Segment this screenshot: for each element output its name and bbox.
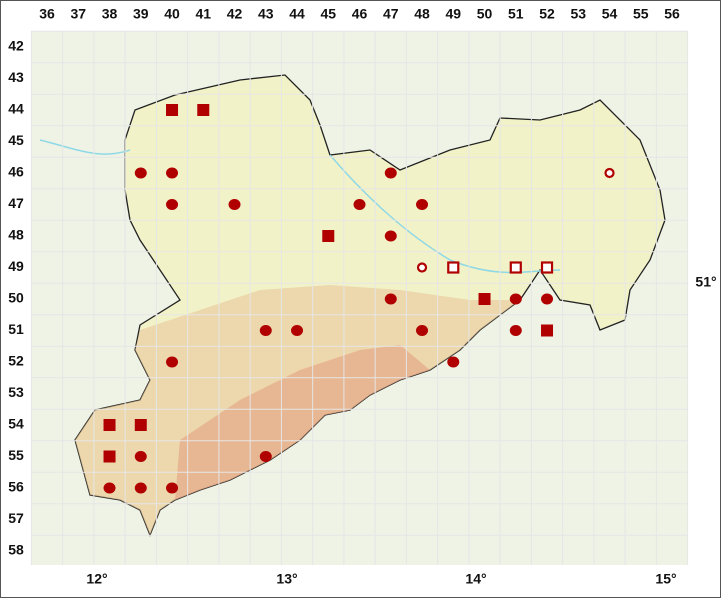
marker-circle: [134, 482, 147, 494]
column-label: 42: [227, 6, 243, 22]
marker-circle: [509, 293, 522, 305]
markers: [103, 104, 615, 494]
marker-open-square: [509, 261, 522, 274]
column-label: 45: [320, 6, 336, 22]
row-label: 46: [8, 164, 24, 180]
column-label: 55: [633, 6, 649, 22]
column-label: 49: [445, 6, 461, 22]
longitude-label: 14°: [465, 571, 486, 587]
column-label: 41: [195, 6, 211, 22]
marker-square: [478, 293, 491, 305]
column-label: 52: [539, 6, 555, 22]
column-label: 43: [258, 6, 274, 22]
longitude-label: 12°: [86, 571, 107, 587]
row-label: 52: [8, 353, 24, 369]
row-label: 45: [8, 132, 24, 148]
marker-square: [322, 230, 335, 242]
column-label: 48: [414, 6, 430, 22]
row-label: 42: [8, 38, 24, 54]
marker-square: [166, 104, 179, 116]
row-label: 44: [8, 101, 24, 117]
column-label: 47: [383, 6, 399, 22]
river: [39, 139, 561, 274]
row-label: 48: [8, 227, 24, 243]
row-label: 56: [8, 479, 24, 495]
column-label: 51: [508, 6, 524, 22]
column-label: 50: [477, 6, 493, 22]
marker-circle: [447, 356, 460, 368]
mountains: [175, 345, 430, 500]
column-label: 40: [164, 6, 180, 22]
marker-circle: [166, 199, 179, 210]
marker-circle: [259, 325, 272, 336]
marker-open-square: [540, 261, 554, 274]
marker-circle: [384, 230, 397, 242]
row-label: 49: [8, 258, 24, 274]
labels: 36 37 38 39 40 41 42 43 44 45 46 47 48 49 50 51 52 53 54 55…: [8, 6, 716, 587]
column-label: 39: [133, 6, 149, 22]
longitude-label: 15°: [655, 571, 676, 587]
marker-circle: [541, 293, 554, 305]
column-label: 56: [664, 6, 680, 22]
marker-circle: [291, 325, 304, 336]
marker-open-circle: [604, 167, 615, 179]
marker-circle: [166, 482, 179, 494]
column-label: 44: [289, 6, 305, 22]
marker-circle: [166, 167, 179, 179]
marker-circle: [416, 325, 429, 336]
row-label: 51: [8, 321, 24, 337]
row-label: 47: [8, 195, 24, 211]
longitude-label: 13°: [276, 571, 297, 587]
row-label: 50: [8, 290, 24, 306]
row-label: 57: [8, 510, 24, 526]
latitude-label: 51°: [695, 274, 716, 290]
marker-square: [103, 419, 116, 431]
marker-circle: [103, 482, 116, 494]
marker-square: [541, 324, 554, 337]
marker-circle: [259, 451, 272, 462]
column-label: 54: [602, 6, 618, 22]
marker-circle: [166, 356, 179, 368]
column-label: 38: [102, 6, 118, 22]
marker-open-circle: [416, 262, 428, 273]
marker-circle: [353, 199, 366, 210]
marker-square: [134, 419, 147, 431]
row-label: 58: [8, 542, 24, 558]
marker-square: [197, 104, 210, 116]
marker-circle: [134, 167, 147, 179]
column-label: 53: [570, 6, 586, 22]
marker-circle: [228, 199, 241, 210]
row-label: 54: [8, 416, 24, 432]
column-label: 36: [39, 6, 55, 22]
row-label: 55: [8, 447, 24, 463]
column-label: 37: [70, 6, 86, 22]
marker-circle: [384, 293, 397, 305]
marker-circle: [509, 325, 522, 336]
marker-square: [103, 450, 116, 463]
grid: [30, 30, 689, 565]
row-label: 43: [8, 69, 24, 85]
marker-circle: [384, 167, 397, 179]
marker-circle: [134, 451, 147, 462]
column-label: 46: [352, 6, 368, 22]
marker-open-square: [447, 261, 460, 274]
row-label: 53: [8, 384, 24, 400]
marker-circle: [416, 199, 429, 210]
